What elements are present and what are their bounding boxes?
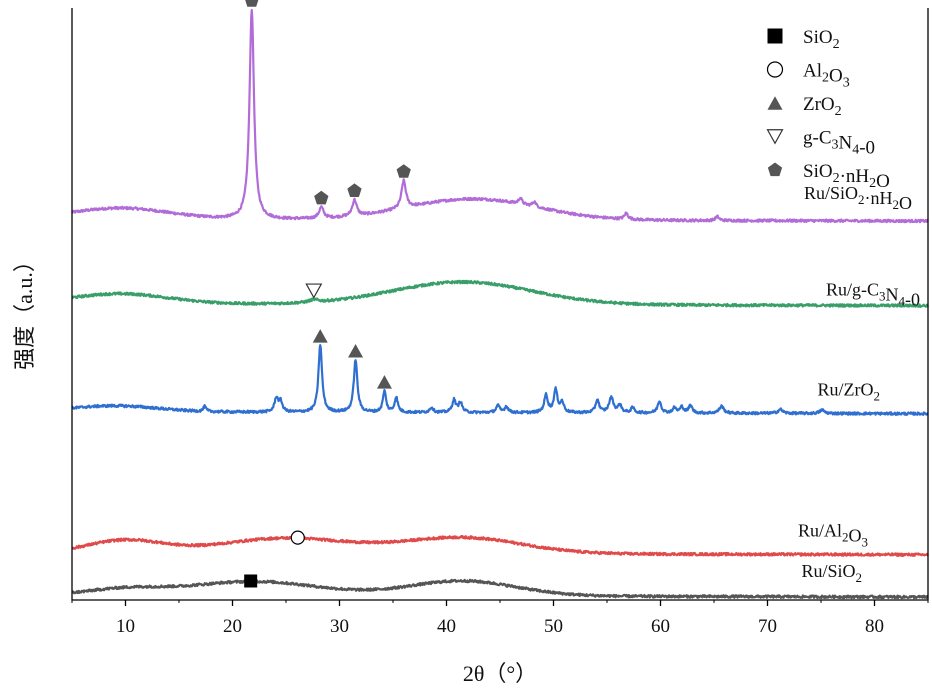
series-label-4: Ru/SiO2 [801, 561, 862, 585]
x-tick-label-3: 40 [437, 616, 456, 637]
series-line-1 [71, 279, 929, 308]
hump-marker-3-1 [290, 530, 305, 545]
peak-marker-2-5 [376, 375, 392, 389]
peak-marker-0-0 [245, 0, 259, 7]
series-line-0 [71, 8, 929, 224]
x-tick-label-2: 30 [330, 616, 349, 637]
legend-label-2: ZrO2 [803, 94, 842, 119]
peak-marker-2-4 [348, 344, 364, 358]
x-tick-label-5: 60 [651, 616, 670, 637]
phase-markers [244, 0, 411, 588]
legend-marker-0 [767, 28, 783, 44]
series-label-0: Ru/SiO2·nH2O [804, 183, 912, 213]
legend-label-1: Al2O3 [803, 61, 850, 91]
peak-marker-1-0 [305, 283, 323, 299]
series-line-3 [71, 534, 929, 557]
legend-marker-4 [767, 162, 783, 177]
hump-marker-4-1 [244, 574, 258, 588]
series-label-1: Ru/g-C3N4-0 [826, 280, 920, 310]
x-tick-label-7: 80 [865, 616, 884, 637]
xrd-traces [71, 8, 929, 600]
legend-marker-1 [766, 61, 784, 78]
series-label-3: Ru/Al2O3 [798, 521, 868, 550]
legend-label-0: SiO2 [803, 27, 840, 52]
peak-marker-2-3 [312, 329, 328, 343]
series-labels: Ru/SiO2·nH2O Ru/g-C3N4-0 Ru/ZrO2 Ru/Al2O3 Ru… [798, 183, 920, 585]
x-tick-label-4: 50 [544, 616, 563, 637]
series-label-2: Ru/ZrO2 [818, 380, 881, 404]
legend-label-4: SiO2·nH2O [803, 161, 890, 192]
peak-marker-0-3 [396, 164, 411, 178]
series-line-4 [71, 578, 929, 600]
x-axis-title: 2θ（°） [463, 661, 537, 686]
x-tick-label-0: 10 [116, 616, 135, 637]
series-line-2 [71, 344, 929, 417]
peak-marker-0-1 [314, 190, 329, 205]
legend-marker-2 [767, 96, 783, 110]
peak-marker-0-2 [347, 183, 362, 197]
x-tick-label-1: 20 [223, 616, 242, 637]
x-tick-label-6: 70 [758, 616, 777, 637]
y-axis-title: 强度（a.u.） [12, 250, 37, 370]
legend-marker-3 [766, 129, 784, 145]
axes: 10 20 30 40 50 60 70 80 2θ（°） 强度（a.u.） [12, 8, 929, 686]
legend-label-3: g-C3N4-0 [803, 128, 875, 159]
